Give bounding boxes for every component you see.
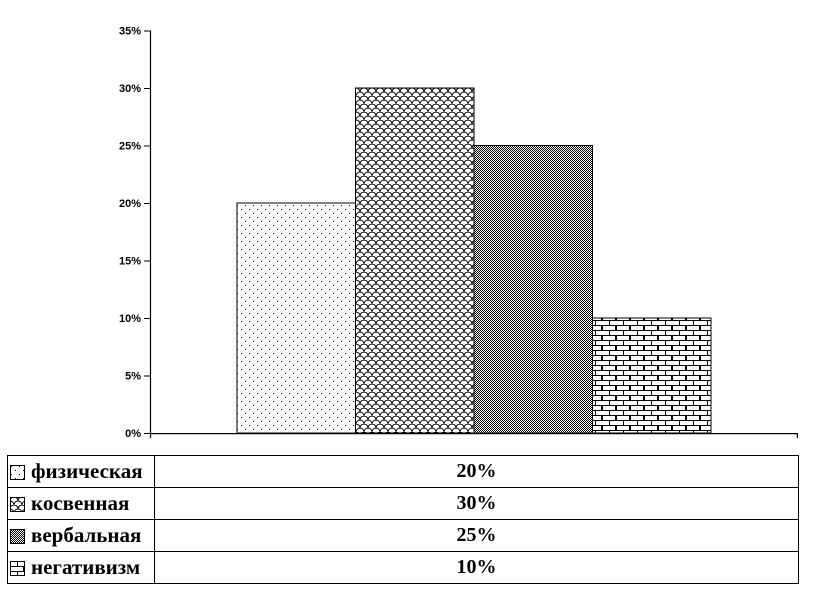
bar-dots [236,202,356,434]
bar-scales [355,87,475,434]
legend-value-cell: 10% [154,551,799,584]
checker-pattern-swatch [10,529,25,544]
y-axis-tick-label: 15% [119,256,141,268]
legend-label-cell: физическая [7,455,155,488]
bar-bricks [592,317,712,434]
legend-label: вербальная [31,523,142,547]
y-axis-tick-label: 30% [119,83,141,95]
legend-label: физическая [31,459,143,483]
legend-row: физическая 20% [7,455,799,488]
y-axis-tick-label: 5% [125,371,141,383]
legend-row: косвенная 30% [7,487,799,520]
bricks-pattern-swatch [10,561,25,576]
legend-label: косвенная [31,491,130,515]
y-axis-tick-label: 20% [119,198,141,210]
bar-checker [473,145,593,434]
dots-pattern-swatch [10,465,25,480]
legend-label-cell: вербальная [7,519,155,552]
y-axis-tick-label: 35% [119,26,141,38]
y-axis-tick-label: 10% [119,313,141,325]
legend-label-cell: косвенная [7,487,155,520]
legend-value-cell: 25% [154,519,799,552]
legend-value-cell: 20% [154,455,799,488]
legend-label-cell: негативизм [7,551,155,584]
legend-label: негативизм [31,555,141,579]
bar-chart: 0% 5% 10% 15% 20% 25% 30% 35% [119,26,799,440]
legend-row: вербальная 25% [7,519,799,552]
legend-row: негативизм 10% [7,551,799,584]
y-axis-tick-label: 0% [125,428,141,440]
legend-table: физическая 20% косвенная 30% вербальная [7,455,799,584]
legend-value-cell: 30% [154,487,799,520]
y-axis-tick-label: 25% [119,141,141,153]
scales-pattern-swatch [10,497,25,512]
